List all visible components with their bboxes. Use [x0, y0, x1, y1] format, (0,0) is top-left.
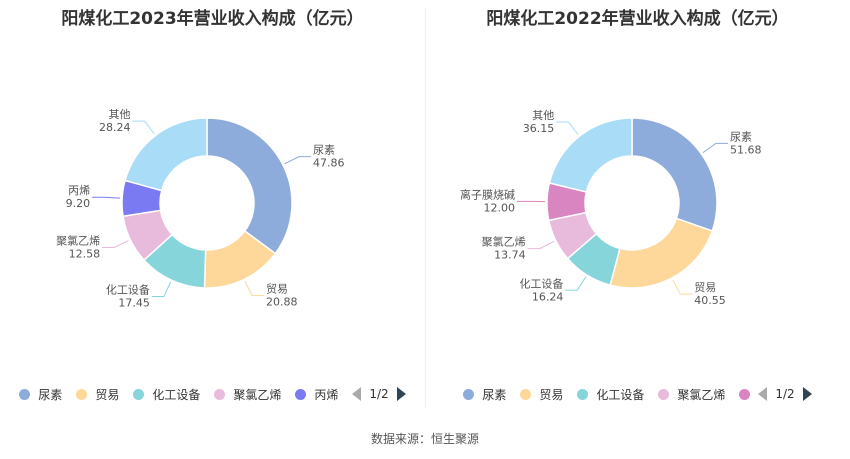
- legend-swatch: [577, 388, 589, 400]
- legend: 尿素 贸易 化工设备 聚氯乙烯 丙烯 1/2: [0, 383, 425, 405]
- leader-line: [672, 279, 693, 295]
- legend-pager: 1/2: [352, 387, 406, 401]
- leader-line: [284, 156, 311, 165]
- slice-name-label: 尿素: [313, 144, 335, 157]
- slice-value-label: 47.86: [313, 157, 345, 170]
- slice-name-label: 丙烯: [68, 184, 90, 197]
- legend-item[interactable]: 贸易: [520, 386, 563, 403]
- pager-next-icon[interactable]: [802, 387, 812, 401]
- leader-line: [702, 142, 728, 154]
- legend-item[interactable]: 化工设备: [133, 386, 200, 403]
- chart-title: 阳煤化工2022年营业收入构成（亿元）: [486, 9, 789, 29]
- panel-divider: [425, 8, 426, 408]
- slice-value-label: 20.88: [266, 296, 298, 309]
- legend-swatch: [295, 388, 307, 400]
- leader-line: [556, 121, 579, 135]
- donut-slice-1: [609, 217, 714, 289]
- chart-panel-2023: 阳煤化工2023年营业收入构成（亿元） 尿素 47.86 贸易 20.88 化工设备 17…: [0, 0, 425, 420]
- pager-prev-icon[interactable]: [758, 387, 768, 401]
- donut-slice-5: [124, 117, 208, 192]
- slice-value-label: 13.74: [494, 249, 526, 262]
- legend-label: 贸易: [95, 387, 120, 402]
- slice-name-label: 化工设备: [519, 276, 563, 290]
- legend-swatch: [133, 388, 145, 400]
- pager-next-icon[interactable]: [396, 387, 406, 401]
- pager-prev-icon[interactable]: [352, 387, 362, 401]
- slice-value-label: 17.45: [118, 297, 150, 310]
- legend-label: 贸易: [539, 387, 564, 402]
- slice-value-label: 28.24: [99, 121, 131, 134]
- legend-swatch: [19, 388, 31, 400]
- slice-name-label: 贸易: [266, 283, 288, 296]
- legend-item[interactable]: 聚氯乙烯: [214, 386, 281, 403]
- chart-title: 阳煤化工2023年营业收入构成（亿元）: [61, 9, 364, 29]
- legend-swatch: [76, 388, 88, 400]
- slice-value-label: 16.24: [532, 290, 564, 303]
- leader-line: [527, 241, 555, 250]
- leader-line: [102, 240, 129, 248]
- slice-name-label: 聚氯乙烯: [482, 235, 526, 249]
- legend-swatch: [463, 388, 475, 400]
- legend-label: 尿素: [482, 387, 507, 402]
- donut-slice-0: [206, 117, 293, 255]
- legend-swatch: [214, 388, 226, 400]
- leader-line: [151, 281, 172, 298]
- legend-pager: 1/2: [758, 387, 812, 401]
- leader-line: [132, 120, 155, 135]
- legend-item[interactable]: 聚氯乙烯: [658, 386, 725, 403]
- legend-item[interactable]: 化工设备: [577, 386, 644, 403]
- legend-swatch: [520, 388, 532, 400]
- legend-swatch[interactable]: [739, 388, 751, 400]
- legend-label: 聚氯乙烯: [233, 387, 282, 402]
- slice-value-label: 12.00: [484, 201, 516, 214]
- slice-name-label: 离子膜烧碱: [460, 187, 515, 201]
- legend-item[interactable]: 丙烯: [295, 386, 338, 403]
- pager-text: 1/2: [369, 387, 389, 401]
- slice-value-label: 40.55: [694, 294, 726, 307]
- legend-label: 化工设备: [152, 387, 201, 402]
- slice-name-label: 其他: [532, 109, 554, 122]
- slice-name-label: 聚氯乙烯: [56, 233, 100, 247]
- legend-swatch: [658, 388, 670, 400]
- leader-line: [244, 281, 265, 297]
- slice-value-label: 12.58: [69, 247, 101, 260]
- donut-slice-0: [631, 117, 718, 232]
- legend-label: 聚氯乙烯: [677, 387, 726, 402]
- data-source: 数据来源：恒生聚源: [370, 432, 479, 446]
- donut-slice-5: [548, 117, 633, 193]
- slice-name-label: 其他: [109, 108, 131, 121]
- slice-name-label: 化工设备: [106, 283, 150, 297]
- slice-value-label: 51.68: [730, 143, 762, 156]
- slice-name-label: 尿素: [730, 130, 752, 143]
- slice-value-label: 9.20: [66, 197, 91, 210]
- legend-label: 化工设备: [596, 387, 645, 402]
- leader-line: [565, 276, 587, 291]
- legend-label: 丙烯: [314, 387, 339, 402]
- pager-text: 1/2: [775, 387, 795, 401]
- legend: 尿素 贸易 化工设备 聚氯乙烯 1/2: [425, 383, 850, 405]
- legend-item[interactable]: 贸易: [76, 386, 119, 403]
- leader-line: [92, 196, 121, 199]
- legend-item[interactable]: 尿素: [19, 386, 62, 403]
- legend-label: 尿素: [38, 387, 63, 402]
- slice-name-label: 贸易: [694, 281, 716, 294]
- chart-panel-2022: 阳煤化工2022年营业收入构成（亿元） 尿素 51.68 贸易 40.55 化工设备 16…: [425, 0, 850, 420]
- slice-value-label: 36.15: [523, 122, 555, 135]
- legend-item[interactable]: 尿素: [463, 386, 506, 403]
